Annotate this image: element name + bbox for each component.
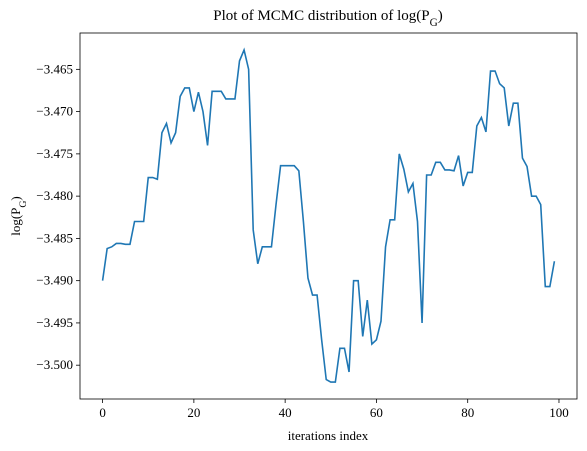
x-tick-label: 100 <box>549 405 569 420</box>
data-line <box>101 47 556 383</box>
axes-frame <box>79 32 578 400</box>
y-tick-label: −3.470 <box>36 104 73 119</box>
y-tick-label: −3.480 <box>36 188 73 203</box>
x-tick-label: 60 <box>370 405 383 420</box>
x-tick-label: 40 <box>279 405 292 420</box>
x-axis-label: iterations index <box>288 428 369 443</box>
y-axis-label: log(PG) <box>8 196 29 236</box>
y-tick-label: −3.495 <box>36 315 73 330</box>
x-tick-label: 80 <box>461 405 474 420</box>
y-tick-label: −3.490 <box>36 273 73 288</box>
y-tick-label: −3.475 <box>36 146 73 161</box>
y-tick-label: −3.465 <box>36 61 73 76</box>
x-tick-label: 0 <box>99 405 106 420</box>
x-tick-label: 20 <box>187 405 200 420</box>
y-tick-label: −3.485 <box>36 230 73 245</box>
y-tick-label: −3.500 <box>36 357 73 372</box>
chart-title: Plot of MCMC distribution of log(PG) <box>213 8 442 29</box>
